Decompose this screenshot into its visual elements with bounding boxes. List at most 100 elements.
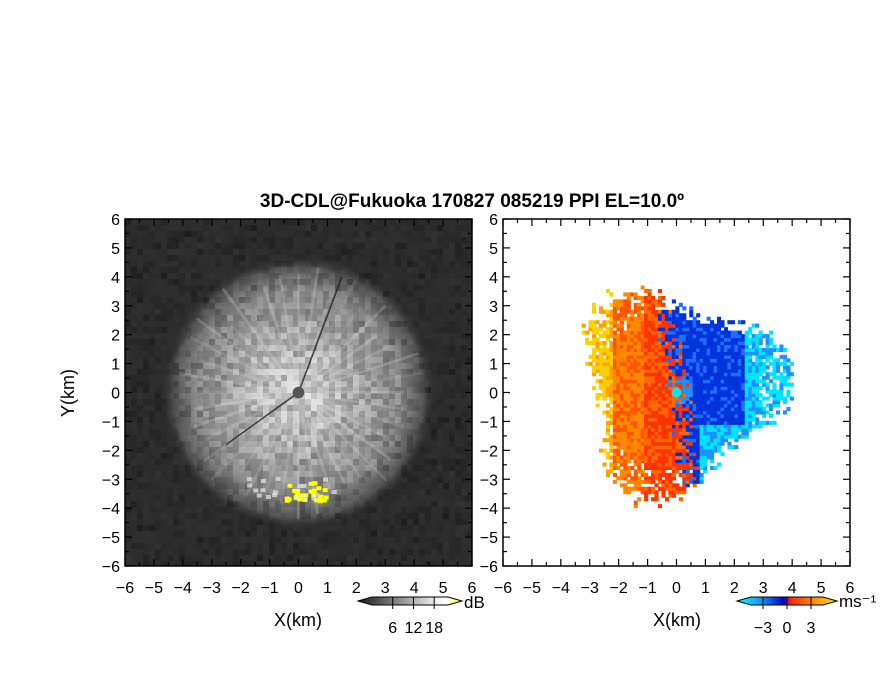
reflectivity-noise-cell: [161, 543, 167, 549]
velocity-cell: [651, 486, 656, 491]
velocity-cell: [723, 393, 728, 398]
reflectivity-noise-cell: [203, 555, 209, 561]
reflectivity-noise-cell: [203, 333, 209, 339]
velocity-cell: [602, 379, 607, 384]
velocity-cell: [644, 441, 649, 446]
reflectivity-noise-cell: [365, 519, 371, 525]
reflectivity-noise-cell: [155, 459, 161, 465]
reflectivity-noise-cell: [275, 375, 281, 381]
reflectivity-noise-cell: [287, 531, 293, 537]
reflectivity-noise-cell: [167, 309, 173, 315]
velocity-cell: [727, 413, 732, 418]
velocity-cell: [602, 448, 607, 453]
velocity-cell: [661, 403, 666, 408]
velocity-cell: [640, 490, 645, 495]
reflectivity-noise-cell: [431, 561, 437, 566]
reflectivity-noise-cell: [317, 519, 323, 525]
reflectivity-noise-cell: [317, 339, 323, 345]
reflectivity-noise-cell: [227, 411, 233, 417]
reflectivity-noise-cell: [257, 309, 263, 315]
velocity-cell: [716, 424, 722, 429]
reflectivity-noise-cell: [467, 261, 472, 267]
reflectivity-noise-cell: [359, 297, 365, 303]
reflectivity-noise-cell: [167, 357, 173, 363]
reflectivity-noise-cell: [275, 381, 281, 387]
reflectivity-noise-cell: [167, 243, 173, 249]
velocity-cell: [737, 396, 742, 401]
reflectivity-noise-cell: [281, 291, 287, 297]
reflectivity-noise-cell: [395, 297, 401, 303]
velocity-cell: [692, 386, 697, 391]
reflectivity-noise-cell: [233, 351, 239, 357]
velocity-cell: [661, 393, 666, 398]
velocity-cell: [640, 399, 645, 405]
reflectivity-noise-cell: [269, 453, 275, 459]
reflectivity-noise-cell: [443, 285, 449, 291]
reflectivity-noise-cell: [149, 369, 155, 375]
velocity-cell: [727, 441, 732, 446]
velocity-cell: [626, 431, 631, 436]
reflectivity-noise-cell: [179, 459, 185, 465]
velocity-cell: [605, 375, 611, 380]
reflectivity-noise-cell: [215, 315, 221, 321]
reflectivity-noise-cell: [179, 291, 185, 297]
velocity-cell: [755, 406, 760, 412]
velocity-cell: [689, 455, 694, 460]
reflectivity-noise-cell: [413, 279, 419, 285]
reflectivity-noise-cell: [281, 309, 287, 315]
velocity-cell: [692, 393, 697, 398]
reflectivity-noise-cell: [173, 477, 179, 483]
reflectivity-noise-cell: [467, 327, 472, 333]
velocity-cell: [651, 379, 656, 384]
reflectivity-noise-cell: [269, 297, 275, 303]
reflectivity-noise-cell: [287, 279, 293, 285]
velocity-cell: [751, 379, 756, 384]
velocity-cell: [623, 455, 628, 460]
reflectivity-noise-cell: [155, 369, 161, 375]
reflectivity-noise-cell: [341, 555, 347, 561]
reflectivity-noise-cell: [209, 453, 215, 459]
velocity-cell: [619, 368, 624, 373]
reflectivity-noise-cell: [281, 537, 287, 543]
reflectivity-noise-cell: [137, 273, 143, 279]
velocity-cell: [623, 434, 628, 439]
velocity-cell: [751, 406, 756, 412]
velocity-cell: [716, 399, 722, 405]
reflectivity-noise-cell: [347, 357, 353, 363]
reflectivity-noise-cell: [395, 405, 401, 411]
reflectivity-noise-cell: [443, 513, 449, 519]
reflectivity-noise-cell: [335, 231, 341, 237]
reflectivity-noise-cell: [131, 273, 137, 279]
velocity-cell: [626, 389, 631, 394]
reflectivity-noise-cell: [407, 315, 413, 321]
reflectivity-noise-cell: [449, 465, 455, 471]
velocity-cell: [682, 379, 687, 384]
reflectivity-noise-cell: [137, 267, 143, 273]
reflectivity-noise-cell: [329, 285, 335, 291]
reflectivity-noise-cell: [413, 357, 419, 363]
reflectivity-noise-cell: [335, 255, 341, 261]
reflectivity-noise-cell: [377, 489, 383, 495]
velocity-cell: [779, 389, 784, 394]
reflectivity-noise-cell: [383, 453, 389, 459]
velocity-cell: [657, 365, 663, 370]
velocity-cell: [626, 455, 631, 460]
reflectivity-noise-cell: [281, 501, 287, 507]
reflectivity-noise-cell: [233, 231, 239, 237]
reflectivity-noise-cell: [359, 417, 365, 423]
velocity-cell: [716, 441, 722, 446]
reflectivity-noise-cell: [431, 351, 437, 357]
reflectivity-noise-cell: [305, 435, 311, 441]
velocity-cell: [755, 424, 760, 429]
velocity-cell: [723, 434, 728, 439]
velocity-cell: [744, 389, 749, 394]
reflectivity-noise-cell: [389, 339, 395, 345]
reflectivity-noise-cell: [227, 543, 233, 549]
velocity-cell: [786, 393, 791, 398]
velocity-cell: [640, 479, 645, 484]
reflectivity-noise-cell: [233, 225, 239, 231]
reflectivity-noise-cell: [311, 351, 317, 357]
reflectivity-noise-cell: [377, 507, 383, 513]
reflectivity-noise-cell: [341, 495, 347, 501]
reflectivity-noise-cell: [329, 525, 335, 531]
